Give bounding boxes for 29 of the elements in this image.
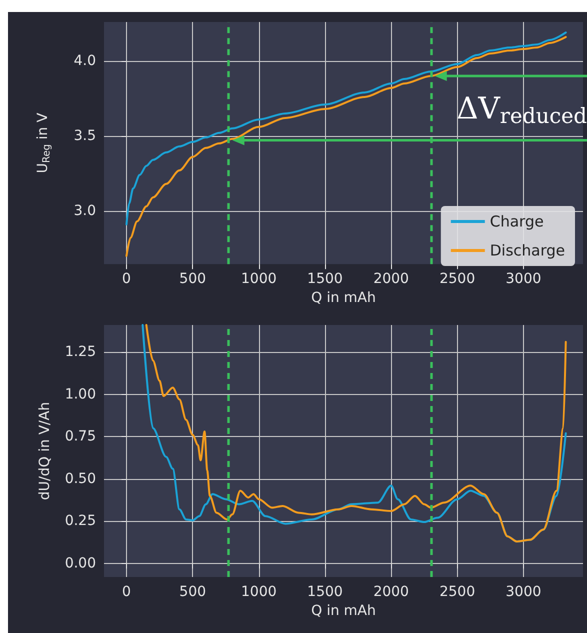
x-tick-label: 1500: [307, 271, 343, 288]
x-tick-label: 0: [122, 584, 131, 600]
legend-label: Discharge: [490, 242, 566, 260]
x-tick-label: 500: [179, 271, 206, 288]
x-tick-label: 3000: [506, 584, 542, 600]
y-axis-title: UReg in V: [35, 112, 52, 174]
x-tick-label: 2500: [439, 584, 476, 600]
x-tick-label: 500: [179, 584, 206, 600]
x-tick-label: 2500: [439, 271, 476, 288]
x-tick-label: 2000: [373, 584, 409, 600]
y-axis-title: dU/dQ in V/Ah: [37, 402, 53, 500]
y-tick-label: 0.50: [64, 470, 96, 487]
x-tick-label: 0: [122, 271, 131, 288]
x-tick-label: 1500: [307, 584, 343, 600]
y-tick-label: 0.00: [64, 555, 96, 572]
y-tick-label: 1.25: [64, 344, 96, 360]
y-tick-label: 3.0: [74, 202, 96, 219]
x-tick-label: 3000: [506, 271, 542, 288]
y-tick-label: 3.5: [74, 128, 96, 144]
y-tick-label: 0.75: [64, 428, 96, 445]
x-axis-title: Q in mAh: [311, 290, 376, 306]
y-tick-label: 0.25: [64, 513, 96, 530]
x-axis-title: Q in mAh: [311, 602, 376, 619]
y-tick-label: 4.0: [74, 52, 96, 69]
x-tick-label: 1000: [240, 271, 277, 288]
y-tick-label: 1.00: [64, 386, 96, 402]
x-tick-label: 1000: [240, 584, 277, 600]
legend-label: Charge: [490, 212, 544, 230]
x-tick-label: 2000: [373, 271, 409, 288]
